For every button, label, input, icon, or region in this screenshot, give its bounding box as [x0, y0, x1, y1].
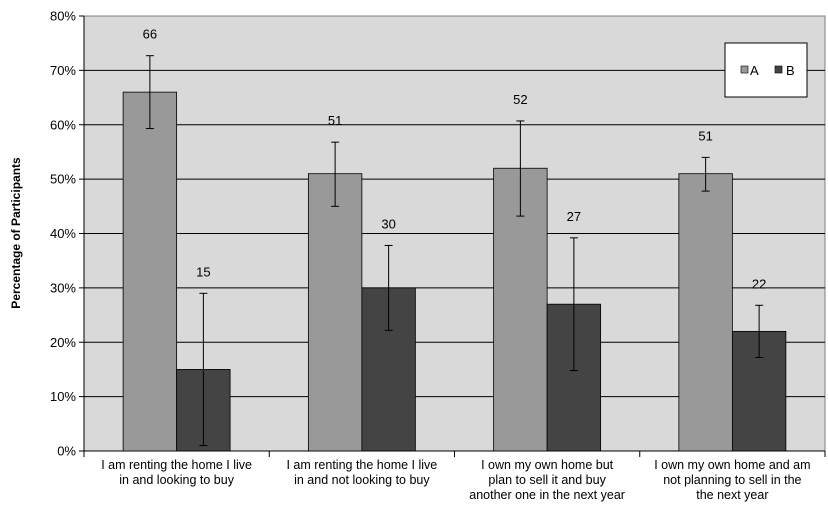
- x-category-label: I am renting the home I live: [101, 458, 252, 472]
- data-labels: 66 51 52 51 15 30 27 22: [143, 27, 767, 292]
- x-category-label: in and not looking to buy: [294, 473, 430, 487]
- data-label: 51: [328, 113, 342, 128]
- x-category-label: I own my own home and am: [654, 458, 810, 472]
- data-label: 51: [698, 128, 712, 143]
- y-tick-label: 60%: [50, 117, 76, 132]
- y-tick-label: 80%: [50, 9, 76, 24]
- data-label: 27: [567, 209, 581, 224]
- x-category-label: in and looking to buy: [119, 473, 234, 487]
- y-axis-title: Percentage of Participants: [9, 157, 23, 309]
- y-tick-label: 50%: [50, 172, 76, 187]
- y-tick-label: 30%: [50, 280, 76, 295]
- error-bars: [145, 55, 764, 447]
- x-category-label: I own my own home but: [481, 458, 614, 472]
- bar-a: [307, 173, 363, 452]
- bar-a: [678, 173, 733, 452]
- legend: A B: [724, 42, 808, 98]
- x-category-label: the next year: [696, 488, 768, 502]
- x-category-label: not planning to sell in the: [663, 473, 801, 487]
- x-category-label: I am renting the home I live: [286, 458, 437, 472]
- legend-swatch-b: [774, 65, 783, 74]
- bar-a: [122, 91, 178, 452]
- data-label: 52: [513, 92, 527, 107]
- y-tick-label: 70%: [50, 63, 76, 78]
- data-label: 30: [381, 216, 395, 231]
- y-tick-label: 0%: [57, 444, 76, 459]
- legend-box: [724, 42, 808, 98]
- y-tick-label: 20%: [50, 335, 76, 350]
- data-label: 22: [752, 276, 766, 291]
- data-label: 66: [143, 27, 157, 42]
- legend-swatch-a: [740, 65, 749, 74]
- legend-label-b: B: [786, 63, 795, 78]
- bars: [122, 91, 787, 452]
- x-category-label: another one in the next year: [469, 488, 625, 502]
- x-category-label: plan to sell it and buy: [488, 473, 606, 487]
- data-label: 15: [196, 264, 210, 279]
- legend-label-a: A: [750, 63, 759, 78]
- y-axis: 0% 10% 20% 30% 40% 50% 60% 70% 80%: [50, 9, 85, 459]
- y-tick-label: 40%: [50, 226, 76, 241]
- y-tick-label: 10%: [50, 389, 76, 404]
